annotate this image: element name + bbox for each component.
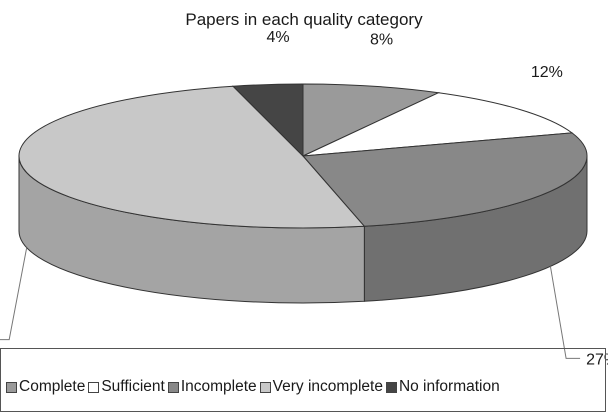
leader-lines xyxy=(0,247,581,359)
pie-slice-no-information xyxy=(231,83,304,158)
leader-line-very-incomplete xyxy=(0,247,28,341)
legend-item-very-incomplete: Very incomplete xyxy=(259,378,383,396)
data-label-no-information: 4% xyxy=(266,29,289,46)
legend-label-complete: Complete xyxy=(19,378,86,395)
legend-swatch-no-information xyxy=(385,381,397,393)
legend-label-very-incomplete: Very incomplete xyxy=(272,378,383,395)
legend-swatch-complete xyxy=(6,381,17,393)
legend-item-no-information: No information xyxy=(385,378,500,396)
leader-line-incomplete xyxy=(549,266,581,359)
legend-swatch-incomplete xyxy=(167,381,179,393)
legend-item-sufficient: Sufficient xyxy=(88,378,165,396)
pie-tops xyxy=(18,83,588,229)
legend-frame xyxy=(0,348,606,412)
data-label-complete: 8% xyxy=(370,31,393,48)
pie-slice-complete xyxy=(302,83,441,157)
pie-slice-incomplete xyxy=(301,132,588,227)
pie-slice-very-incomplete xyxy=(18,85,366,229)
data-label-sufficient: 12% xyxy=(531,64,563,81)
pie-slice-sufficient xyxy=(302,92,574,157)
legend-item-complete: Complete xyxy=(6,378,85,396)
legend-swatch-very-incomplete xyxy=(259,381,271,393)
legend-swatch-sufficient xyxy=(88,381,100,393)
legend: Complete Sufficient Incomplete Very incompl… xyxy=(6,378,606,396)
legend-label-no-information: No information xyxy=(398,378,500,395)
data-labels: 8%12%27%50%4% xyxy=(266,29,608,368)
legend-label-sufficient: Sufficient xyxy=(101,378,165,395)
legend-item-incomplete: Incomplete xyxy=(167,378,257,396)
data-label-incomplete: 27% xyxy=(586,351,608,368)
chart-title: Papers in each quality category xyxy=(185,10,423,29)
pie-sides xyxy=(18,155,588,304)
legend-label-incomplete: Incomplete xyxy=(180,378,257,395)
